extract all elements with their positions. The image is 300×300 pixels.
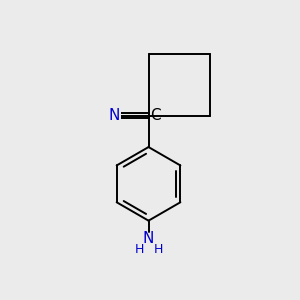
- Text: H: H: [134, 243, 144, 256]
- Text: C: C: [150, 108, 160, 123]
- Text: H: H: [153, 243, 163, 256]
- Text: N: N: [109, 108, 120, 123]
- Text: N: N: [143, 231, 154, 246]
